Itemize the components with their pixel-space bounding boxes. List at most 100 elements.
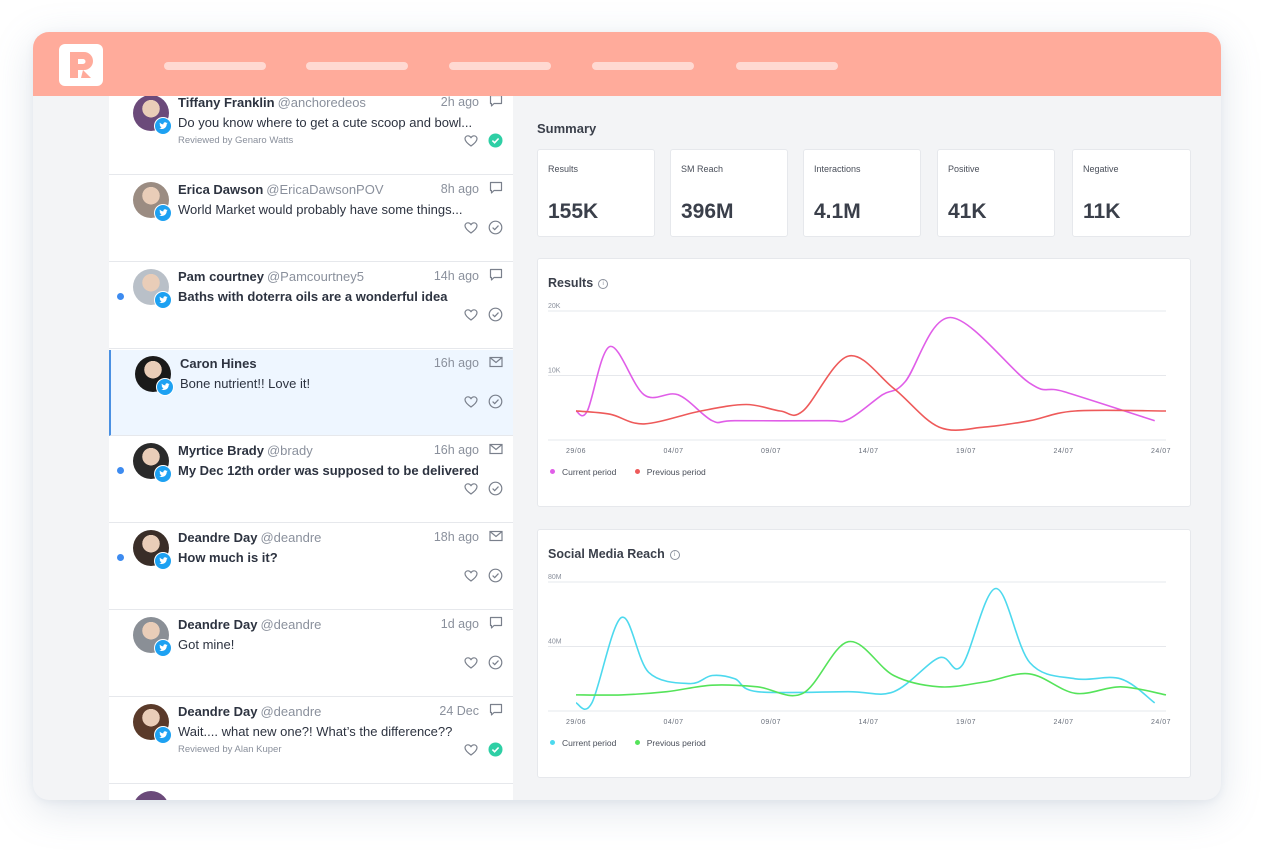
x-tick-label: 24/07	[1053, 719, 1073, 726]
app-window: Tiffany Franklin @anchoredeos 2h ago Do y…	[33, 32, 1221, 800]
x-tick-label: 09/07	[761, 719, 781, 726]
post-text: Do you know where to get a cute scoop an…	[178, 115, 473, 130]
x-tick-label: 19/07	[956, 448, 976, 455]
feed-post[interactable]: Deandre Day @deandre 24 Dec Wait.... what…	[109, 698, 513, 784]
metric-label: Interactions	[814, 164, 861, 174]
results-line-chart: 20K 10K 29/06 04/07 09/07 14/07 19/07 24/07 24/0…	[548, 303, 1171, 455]
check-circle-filled-icon[interactable]	[488, 742, 503, 757]
feed-post[interactable]: Tiffany Franklin @anchoredeos 2h ago Do y…	[109, 96, 513, 175]
metric-card-sm-reach[interactable]: SM Reach 396M	[670, 149, 788, 237]
twitter-icon	[156, 378, 174, 396]
metric-card-positive[interactable]: Positive 41K	[937, 149, 1055, 237]
y-tick-label: 10K	[548, 368, 561, 375]
post-author[interactable]: Deandre Day	[178, 704, 258, 719]
heart-icon[interactable]	[464, 482, 478, 496]
x-tick-label: 29/06	[566, 448, 586, 455]
post-author[interactable]: Deandre Day	[178, 617, 258, 632]
post-header: Deandre Day @deandre	[178, 530, 448, 545]
x-tick-label: 29/06	[566, 719, 586, 726]
mail-icon[interactable]	[489, 442, 503, 456]
post-header: Deandre Day @deandre	[178, 617, 448, 632]
post-author[interactable]: Erica Dawson	[178, 182, 264, 197]
reach-chart-title: Social Media Reach i	[548, 547, 680, 561]
post-author[interactable]: Myrtice Brady	[178, 443, 264, 458]
info-icon[interactable]: i	[598, 279, 609, 289]
nav-item-5[interactable]	[736, 62, 838, 70]
heart-icon[interactable]	[464, 656, 478, 670]
post-handle: @deandre	[260, 530, 322, 545]
heart-icon[interactable]	[464, 569, 478, 583]
post-header: Deandre Day @deandre	[178, 704, 448, 719]
check-circle-icon[interactable]	[488, 394, 503, 409]
check-circle-icon[interactable]	[488, 655, 503, 670]
comment-icon[interactable]	[489, 703, 503, 717]
post-handle: @deandre	[260, 617, 322, 632]
reach-line-chart: 80M 40M 29/06 04/07 09/07 14/07 19/07 24/07 24/0…	[548, 574, 1171, 726]
heart-icon[interactable]	[464, 134, 478, 148]
x-tick-label: 09/07	[761, 448, 781, 455]
comment-icon[interactable]	[489, 96, 503, 108]
feed-post[interactable]: Deandre Day @deandre 1d ago Got mine!	[109, 611, 513, 697]
check-circle-icon[interactable]	[488, 307, 503, 322]
nav-item-3[interactable]	[449, 62, 551, 70]
post-time: 24 Dec	[439, 704, 479, 718]
unread-dot	[117, 554, 124, 561]
r-logo-icon[interactable]	[59, 44, 103, 86]
post-text: My Dec 12th order was supposed to be del…	[178, 463, 478, 478]
post-handle: @brady	[266, 443, 313, 458]
twitter-icon	[154, 291, 172, 309]
metric-card-results[interactable]: Results 155K	[537, 149, 655, 237]
feed-post[interactable]: Erica Dawson @EricaDawsonPOV 8h ago World…	[109, 176, 513, 262]
heart-icon[interactable]	[464, 221, 478, 235]
post-handle: @Pamcourtney5	[266, 269, 365, 284]
post-text: Got mine!	[178, 637, 235, 652]
post-author[interactable]: Pam courtney	[178, 269, 264, 284]
avatar[interactable]	[133, 791, 169, 800]
post-header: Pam courtney @Pamcourtney5	[178, 269, 448, 284]
metric-card-interactions[interactable]: Interactions 4.1M	[803, 149, 921, 237]
feed-post[interactable]: Deandre Day @deandre 18h ago How much is …	[109, 524, 513, 610]
x-tick-label: 14/07	[858, 448, 878, 455]
series-line-previous[interactable]	[575, 355, 1167, 432]
mail-icon[interactable]	[489, 355, 503, 369]
post-author[interactable]: Tiffany Franklin	[178, 96, 275, 110]
nav-item-4[interactable]	[592, 62, 694, 70]
mentions-feed: Tiffany Franklin @anchoredeos 2h ago Do y…	[109, 96, 513, 800]
series-line-previous[interactable]	[575, 640, 1167, 697]
top-navigation-bar	[33, 32, 1221, 96]
info-icon[interactable]: i	[669, 550, 680, 560]
check-circle-icon[interactable]	[488, 481, 503, 496]
comment-icon[interactable]	[489, 268, 503, 282]
check-circle-icon[interactable]	[488, 568, 503, 583]
nav-item-2[interactable]	[306, 62, 408, 70]
post-text: Baths with doterra oils are a wonderful …	[178, 289, 448, 304]
check-circle-filled-icon[interactable]	[488, 133, 503, 148]
comment-icon[interactable]	[489, 181, 503, 195]
post-time: 1d ago	[440, 617, 479, 631]
comment-icon[interactable]	[489, 616, 503, 630]
metric-card-negative[interactable]: Negative 11K	[1072, 149, 1191, 237]
post-author[interactable]: Caron Hines	[180, 356, 257, 371]
metric-label: Results	[548, 164, 579, 174]
nav-item-1[interactable]	[164, 62, 266, 70]
metric-label: SM Reach	[681, 164, 724, 174]
results-chart-legend: Current period Previous period	[550, 467, 722, 477]
feed-post[interactable]: Myrtice Brady @brady 16h ago My Dec 12th …	[109, 437, 513, 523]
heart-icon[interactable]	[464, 395, 478, 409]
feed-post-partial[interactable]	[109, 785, 513, 800]
post-author[interactable]: Deandre Day	[178, 530, 258, 545]
series-line-current[interactable]	[575, 587, 1156, 710]
x-tick-label: 24/07	[1151, 719, 1171, 726]
feed-post[interactable]: Pam courtney @Pamcourtney5 14h ago Baths …	[109, 263, 513, 349]
heart-icon[interactable]	[464, 743, 478, 757]
mail-icon[interactable]	[489, 529, 503, 543]
twitter-icon	[154, 465, 172, 483]
post-handle: @deandre	[260, 704, 322, 719]
series-line-current[interactable]	[575, 316, 1155, 424]
legend-item-previous: Previous period	[634, 738, 706, 748]
feed-post[interactable]: Caron Hines 16h ago Bone nutrient!! Love…	[109, 350, 513, 436]
twitter-icon	[154, 639, 172, 657]
heart-icon[interactable]	[464, 308, 478, 322]
check-circle-icon[interactable]	[488, 220, 503, 235]
y-tick-label: 40M	[548, 639, 562, 646]
